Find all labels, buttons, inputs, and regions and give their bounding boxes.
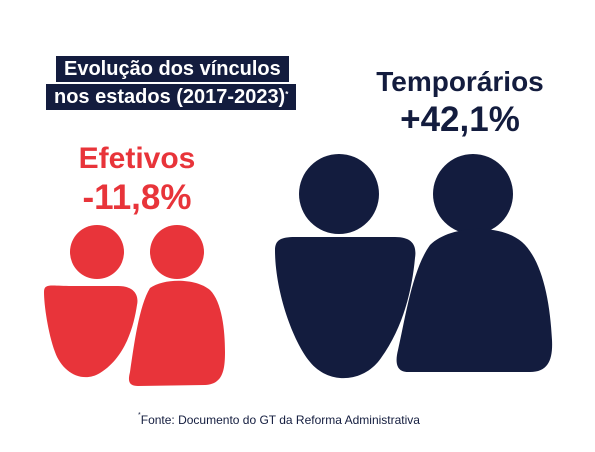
title-line-1: Evolução dos vínculos [56, 56, 289, 82]
efetivos-label: Efetivos [78, 142, 196, 175]
title-line-2: nos estados (2017-2023)* [46, 84, 297, 110]
temporarios-label: Temporários [376, 66, 544, 97]
source-footnote: *Fonte: Documento do GT da Reforma Admin… [138, 412, 420, 427]
footnote-marker: * [138, 412, 141, 419]
efetivos-value: -11,8% [82, 178, 192, 217]
title-footnote-marker: * [285, 90, 289, 99]
temporarios-people-icon [275, 154, 553, 379]
temporarios-value: +42,1% [400, 100, 520, 139]
efetivos-people-icon [44, 225, 225, 386]
footnote-text: Fonte: Documento do GT da Reforma Admini… [140, 413, 420, 427]
title-line-1-text: Evolução dos vínculos [64, 58, 281, 80]
title-line-2-text: nos estados (2017-2023) [54, 86, 286, 108]
